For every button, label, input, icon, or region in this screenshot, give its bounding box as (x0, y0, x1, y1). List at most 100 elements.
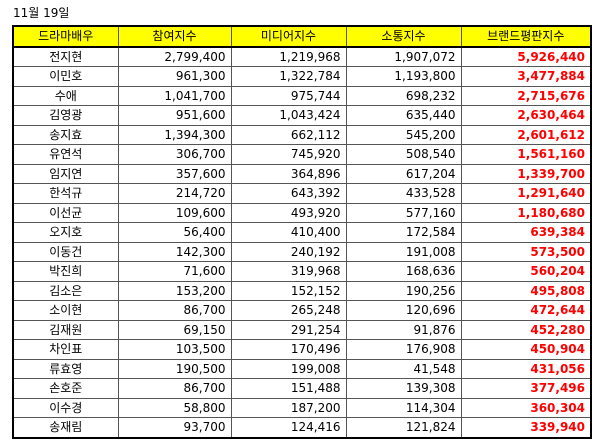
ranking-table: 드라마배우 참여지수 미디어지수 소통지수 브랜드평판지수 전지현 2,799,400 1,… (12, 25, 592, 439)
actor-name: 손호준 (12, 378, 119, 399)
table-row: 차인표 103,500 170,496 176,908 450,904 (12, 339, 592, 360)
actor-name: 송재림 (12, 417, 119, 438)
actor-name: 오지호 (12, 222, 119, 243)
column-header: 소통지수 (345, 25, 462, 48)
index-value: 41,548 (345, 358, 462, 379)
table-row: 김영광 951,600 1,043,424 635,440 2,630,464 (12, 105, 592, 126)
actor-name: 한석규 (12, 183, 119, 204)
index-value: 975,744 (230, 85, 347, 106)
index-value: 662,112 (230, 124, 347, 145)
column-header: 브랜드평판지수 (460, 25, 592, 48)
table-row: 류효영 190,500 199,008 41,548 431,056 (12, 358, 592, 379)
index-value: 152,152 (230, 280, 347, 301)
table-row: 송지효 1,394,300 662,112 545,200 2,601,612 (12, 124, 592, 145)
table-row: 오지호 56,400 410,400 172,584 639,384 (12, 222, 592, 243)
index-value: 1,180,680 (460, 202, 592, 223)
index-value: 1,193,800 (345, 66, 462, 87)
column-header: 참여지수 (117, 25, 232, 48)
index-value: 1,339,700 (460, 163, 592, 184)
index-value: 360,304 (460, 397, 592, 418)
table-row: 임지연 357,600 364,896 617,204 1,339,700 (12, 163, 592, 184)
index-value: 1,041,700 (117, 85, 232, 106)
index-value: 573,500 (460, 241, 592, 262)
index-value: 151,488 (230, 378, 347, 399)
index-value: 450,904 (460, 339, 592, 360)
table-row: 이민호 961,300 1,322,784 1,193,800 3,477,884 (12, 66, 592, 87)
index-value: 5,926,440 (460, 46, 592, 67)
table-row: 손호준 86,700 151,488 139,308 377,496 (12, 378, 592, 399)
index-value: 698,232 (345, 85, 462, 106)
index-value: 1,322,784 (230, 66, 347, 87)
index-value: 291,254 (230, 319, 347, 340)
table-row: 유연석 306,700 745,920 508,540 1,561,160 (12, 144, 592, 165)
index-value: 190,256 (345, 280, 462, 301)
index-value: 191,008 (345, 241, 462, 262)
table-row: 김소은 153,200 152,152 190,256 495,808 (12, 280, 592, 301)
table-body: 전지현 2,799,400 1,219,968 1,907,072 5,926,440 이… (12, 46, 592, 438)
index-value: 577,160 (345, 202, 462, 223)
index-value: 452,280 (460, 319, 592, 340)
index-value: 433,528 (345, 183, 462, 204)
index-value: 170,496 (230, 339, 347, 360)
index-value: 1,394,300 (117, 124, 232, 145)
actor-name: 김영광 (12, 105, 119, 126)
index-value: 176,908 (345, 339, 462, 360)
index-value: 2,601,612 (460, 124, 592, 145)
index-value: 643,392 (230, 183, 347, 204)
index-value: 951,600 (117, 105, 232, 126)
actor-name: 김소은 (12, 280, 119, 301)
index-value: 1,219,968 (230, 46, 347, 67)
index-value: 508,540 (345, 144, 462, 165)
table-row: 전지현 2,799,400 1,219,968 1,907,072 5,926,440 (12, 46, 592, 67)
index-value: 2,630,464 (460, 105, 592, 126)
index-value: 265,248 (230, 300, 347, 321)
index-value: 86,700 (117, 300, 232, 321)
table-row: 이선균 109,600 493,920 577,160 1,180,680 (12, 202, 592, 223)
index-value: 1,561,160 (460, 144, 592, 165)
table-row: 송재림 93,700 124,416 121,824 339,940 (12, 417, 592, 438)
index-value: 339,940 (460, 417, 592, 438)
index-value: 58,800 (117, 397, 232, 418)
index-value: 142,300 (117, 241, 232, 262)
table-row: 김재원 69,150 291,254 91,876 452,280 (12, 319, 592, 340)
table-row: 한석규 214,720 643,392 433,528 1,291,640 (12, 183, 592, 204)
actor-name: 이동건 (12, 241, 119, 262)
index-value: 190,500 (117, 358, 232, 379)
index-value: 3,477,884 (460, 66, 592, 87)
table-row: 이동건 142,300 240,192 191,008 573,500 (12, 241, 592, 262)
table-row: 이수경 58,800 187,200 114,304 360,304 (12, 397, 592, 418)
index-value: 377,496 (460, 378, 592, 399)
index-value: 240,192 (230, 241, 347, 262)
index-value: 103,500 (117, 339, 232, 360)
index-value: 214,720 (117, 183, 232, 204)
index-value: 109,600 (117, 202, 232, 223)
index-value: 617,204 (345, 163, 462, 184)
index-value: 493,920 (230, 202, 347, 223)
index-value: 1,043,424 (230, 105, 347, 126)
index-value: 56,400 (117, 222, 232, 243)
index-value: 635,440 (345, 105, 462, 126)
actor-name: 박진희 (12, 261, 119, 282)
index-value: 495,808 (460, 280, 592, 301)
column-header: 미디어지수 (230, 25, 347, 48)
actor-name: 전지현 (12, 46, 119, 67)
index-value: 357,600 (117, 163, 232, 184)
index-value: 153,200 (117, 280, 232, 301)
index-value: 139,308 (345, 378, 462, 399)
index-value: 199,008 (230, 358, 347, 379)
index-value: 71,600 (117, 261, 232, 282)
actor-name: 이수경 (12, 397, 119, 418)
actor-name: 김재원 (12, 319, 119, 340)
actor-name: 류효영 (12, 358, 119, 379)
index-value: 545,200 (345, 124, 462, 145)
actor-name: 임지연 (12, 163, 119, 184)
actor-name: 수애 (12, 85, 119, 106)
table-row: 박진희 71,600 319,968 168,636 560,204 (12, 261, 592, 282)
actor-name: 차인표 (12, 339, 119, 360)
index-value: 93,700 (117, 417, 232, 438)
header-row: 드라마배우 참여지수 미디어지수 소통지수 브랜드평판지수 (12, 25, 592, 48)
table-row: 소이현 86,700 265,248 120,696 472,644 (12, 300, 592, 321)
index-value: 364,896 (230, 163, 347, 184)
index-value: 319,968 (230, 261, 347, 282)
index-value: 187,200 (230, 397, 347, 418)
